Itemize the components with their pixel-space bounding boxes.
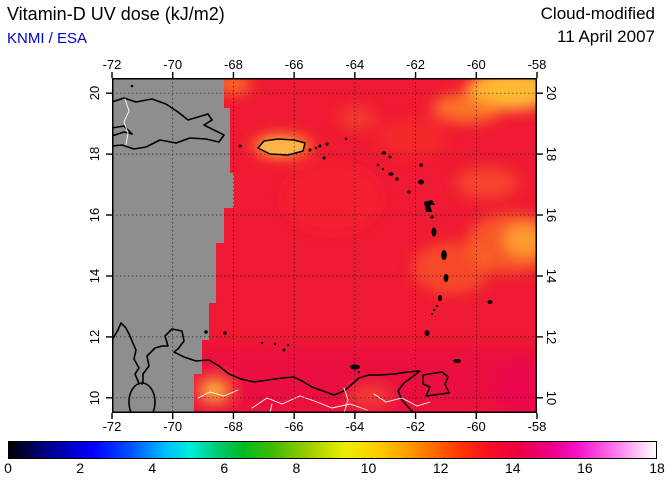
page-title: Vitamin-D UV dose (kJ/m2) [7, 4, 225, 24]
gridlines [112, 78, 537, 413]
colorbar-tick-label: 0 [4, 460, 12, 476]
colorbar-tick-label: 16 [577, 460, 593, 476]
lon-tick-label: -66 [284, 419, 304, 434]
lat-tick-label: 10 [544, 390, 559, 406]
date-label: 11 April 2007 [557, 26, 655, 46]
lat-axis-left: 20 18 16 14 12 10 [84, 78, 106, 413]
lat-tick-label: 20 [87, 85, 102, 101]
lon-tick-label: -70 [163, 419, 183, 434]
colorbar-gradient [8, 441, 657, 459]
lon-axis-bottom: -72 -70 -68 -66 -64 -62 -60 -58 [103, 419, 547, 435]
lon-tick-label: -62 [406, 57, 425, 72]
map-canvas [106, 72, 543, 419]
lat-tick-label: 12 [87, 329, 102, 345]
lon-tick-label: -58 [527, 57, 547, 72]
lon-tick-label: -68 [224, 419, 243, 434]
lon-tick-label: -60 [466, 57, 486, 72]
island-hispaniola [112, 97, 225, 150]
colorbar-axis: 0 2 4 6 8 10 12 14 16 18 [4, 460, 665, 476]
lon-tick-label: -64 [345, 419, 365, 434]
map-border [112, 78, 537, 413]
colorbar-tick-label: 10 [360, 460, 377, 476]
virgin-islands [130, 84, 348, 160]
lon-tick-label: -64 [345, 57, 365, 72]
colorbar-tick-label: 18 [649, 460, 665, 476]
lat-tick-label: 14 [544, 268, 559, 284]
country-borders [123, 98, 431, 413]
lat-tick-label: 10 [87, 390, 102, 406]
lon-tick-label: -70 [163, 57, 183, 72]
lat-axis-right: 20 18 16 14 12 10 [540, 78, 562, 413]
colorbar-tick-label: 14 [504, 460, 521, 476]
lon-tick-label: -72 [102, 57, 122, 72]
colorbar-tick-label: 8 [292, 460, 301, 476]
lon-tick-label: -68 [224, 57, 243, 72]
lat-tick-label: 12 [544, 329, 559, 345]
header-right: Cloud-modified 11 April 2007 [541, 3, 655, 49]
lat-tick-label: 16 [544, 207, 559, 223]
colorbar-tick-label: 4 [148, 460, 157, 476]
lon-axis-top: -72 -70 -68 -66 -64 -62 -60 -58 [103, 57, 547, 73]
lat-tick-label: 20 [544, 85, 559, 101]
lat-tick-label: 14 [87, 268, 102, 284]
colorbar-tick-label: 6 [220, 460, 229, 476]
lat-tick-label: 18 [87, 146, 102, 162]
coast-guajira [112, 322, 140, 375]
lon-tick-label: -72 [102, 419, 122, 434]
island-trinidad [422, 371, 450, 397]
lat-tick-label: 16 [87, 207, 102, 223]
coast-venezuela [142, 328, 421, 413]
lon-tick-label: -62 [406, 419, 425, 434]
colorbar-tick-label: 12 [432, 460, 449, 476]
mode-label: Cloud-modified [540, 4, 655, 23]
lon-tick-label: -58 [527, 419, 547, 434]
lon-tick-label: -60 [466, 419, 486, 434]
colorbar-tick-label: 2 [76, 460, 85, 476]
lon-tick-label: -66 [284, 57, 304, 72]
lat-tick-label: 18 [544, 146, 559, 162]
no-data-region [112, 78, 234, 413]
axis-ticks [106, 72, 543, 419]
source-label: KNMI / ESA [7, 30, 88, 47]
